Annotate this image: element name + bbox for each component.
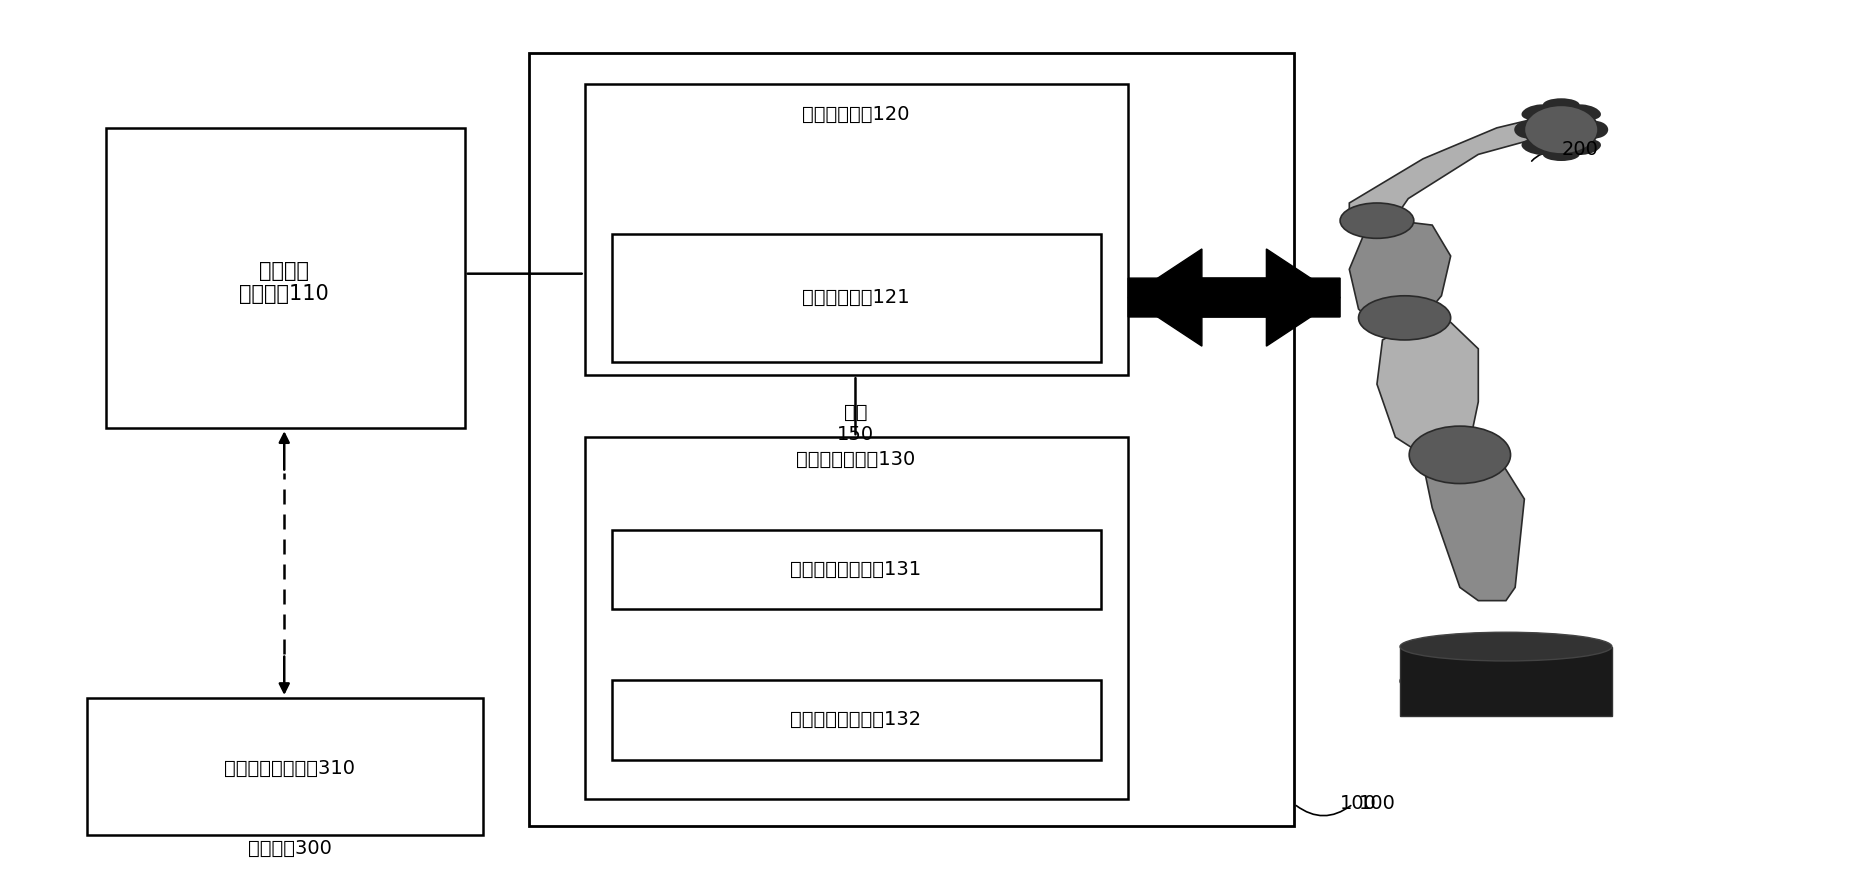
Ellipse shape bbox=[1399, 661, 1612, 701]
Text: 100: 100 bbox=[1359, 795, 1396, 814]
Ellipse shape bbox=[1340, 203, 1414, 238]
Bar bbox=[1399, 647, 1612, 715]
Ellipse shape bbox=[1525, 105, 1597, 154]
Polygon shape bbox=[1349, 220, 1451, 326]
Text: 第一无线
通信模块110: 第一无线 通信模块110 bbox=[239, 261, 329, 304]
Ellipse shape bbox=[1542, 98, 1579, 112]
Text: 100: 100 bbox=[1340, 795, 1377, 814]
Bar bbox=[585, 437, 1129, 799]
Text: 200: 200 bbox=[1542, 140, 1579, 160]
Bar bbox=[529, 53, 1294, 826]
Text: 脚踩型的急停开关131: 脚踩型的急停开关131 bbox=[790, 560, 922, 579]
Ellipse shape bbox=[1542, 148, 1579, 161]
Ellipse shape bbox=[1581, 120, 1609, 138]
Ellipse shape bbox=[1359, 296, 1451, 340]
Ellipse shape bbox=[1399, 632, 1612, 661]
Bar bbox=[613, 234, 1101, 362]
FancyArrow shape bbox=[1129, 249, 1340, 346]
Ellipse shape bbox=[1568, 139, 1601, 155]
Text: 机器人控制器120: 机器人控制器120 bbox=[801, 105, 909, 124]
Text: 脚踩型的使能开关132: 脚踩型的使能开关132 bbox=[790, 710, 922, 730]
Ellipse shape bbox=[1522, 104, 1555, 120]
Bar bbox=[585, 84, 1129, 376]
Bar bbox=[106, 128, 465, 428]
Ellipse shape bbox=[1522, 139, 1555, 155]
Bar bbox=[613, 681, 1101, 760]
Ellipse shape bbox=[1514, 120, 1542, 138]
Ellipse shape bbox=[1409, 426, 1510, 483]
Text: 脚踩型安全设备130: 脚踩型安全设备130 bbox=[796, 450, 914, 469]
Bar bbox=[613, 530, 1101, 609]
Polygon shape bbox=[1423, 455, 1525, 600]
Ellipse shape bbox=[1568, 104, 1601, 120]
Polygon shape bbox=[1349, 119, 1542, 225]
FancyArrow shape bbox=[1129, 249, 1340, 346]
Text: 第二无线通信模块310: 第二无线通信模块310 bbox=[224, 759, 355, 778]
Text: 安全控制模块121: 安全控制模块121 bbox=[801, 288, 909, 307]
Text: 终端装置300: 终端装置300 bbox=[248, 838, 331, 857]
Text: 线束
150: 线束 150 bbox=[837, 403, 874, 444]
Bar bbox=[87, 698, 483, 835]
Polygon shape bbox=[1377, 322, 1497, 455]
Text: 200: 200 bbox=[1560, 140, 1597, 160]
